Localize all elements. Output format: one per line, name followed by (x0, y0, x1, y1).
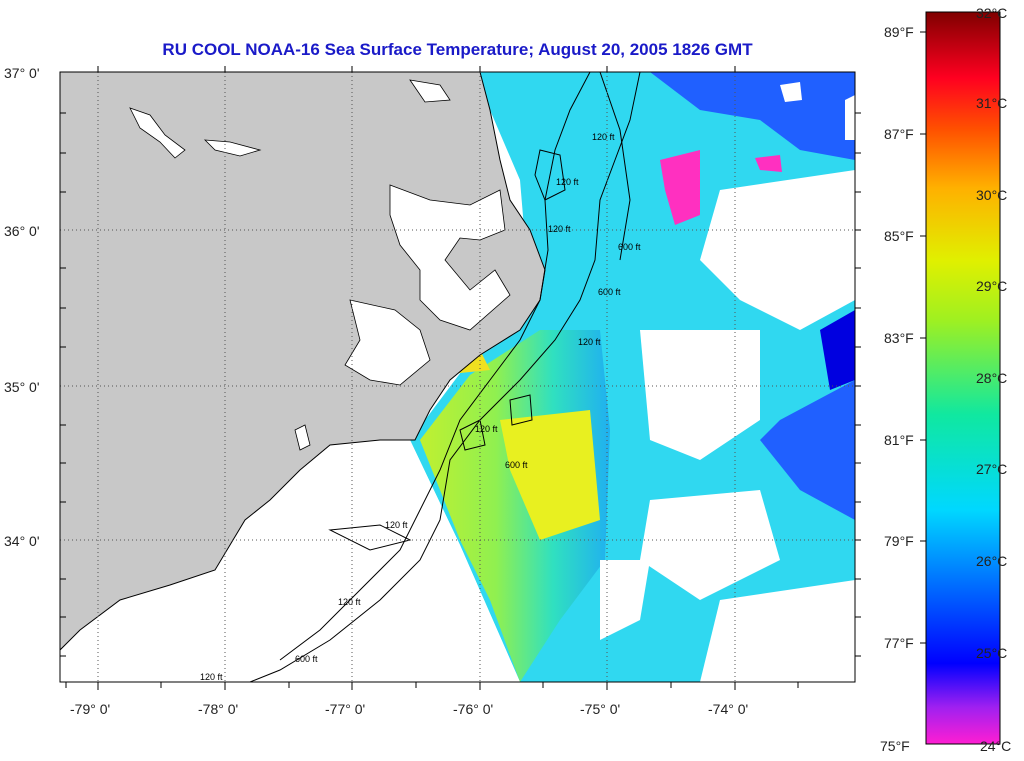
map-border (59, 71, 856, 683)
contour-label: 120 ft (592, 132, 615, 142)
colorbar-c-label: 28°C (976, 370, 1007, 386)
lat-label: 35° 0' (4, 379, 40, 395)
contour-label: 120 ft (578, 337, 601, 347)
contour-labels: 120 ft 120 ft 600 ft 120 ft 600 ft 120 f… (200, 132, 641, 682)
colorbar-f-label: 77°F (884, 635, 914, 651)
graticule (60, 72, 855, 682)
contour-label: 120 ft (548, 224, 571, 234)
lon-label: -74° 0' (708, 701, 748, 717)
colorbar-c-label: 29°C (976, 278, 1007, 294)
contour-label: 120 ft (556, 177, 579, 187)
lon-label: -79° 0' (70, 701, 110, 717)
lon-label: -75° 0' (580, 701, 620, 717)
colorbar-gradient (926, 12, 1000, 744)
contour-label: 600 ft (598, 287, 621, 297)
lat-label: 37° 0' (4, 65, 40, 81)
longitude-labels: -79° 0' -78° 0' -77° 0' -76° 0' -75° 0' … (70, 701, 748, 717)
colorbar-c-label: 30°C (976, 187, 1007, 203)
colorbar-ticks (920, 31, 926, 644)
colorbar-c-label: 32°C (976, 5, 1007, 21)
sounds (129, 79, 511, 451)
colorbar-f-label: 75°F (880, 738, 910, 754)
colorbar: 89°F 87°F 85°F 83°F 81°F 79°F 77°F 75°F … (880, 5, 1011, 754)
colorbar-c-label: 31°C (976, 95, 1007, 111)
latitude-labels: 37° 0' 36° 0' 35° 0' 34° 0' (4, 65, 40, 549)
colorbar-f-label: 87°F (884, 126, 914, 142)
contour-label: 120 ft (200, 672, 223, 682)
colorbar-c-label: 24°C (980, 738, 1011, 754)
colorbar-c-label: 25°C (976, 645, 1007, 661)
contour-label: 120 ft (475, 424, 498, 434)
map-title: RU COOL NOAA-16 Sea Surface Temperature;… (162, 40, 753, 59)
colorbar-f-label: 85°F (884, 228, 914, 244)
lon-label: -76° 0' (453, 701, 493, 717)
contour-label: 600 ft (295, 654, 318, 664)
tick-marks (60, 66, 861, 690)
lat-label: 34° 0' (4, 533, 40, 549)
colorbar-border (925, 11, 1001, 745)
colorbar-f-label: 81°F (884, 432, 914, 448)
colorbar-f-label: 89°F (884, 24, 914, 40)
colorbar-f-label: 83°F (884, 330, 914, 346)
contour-label: 600 ft (505, 460, 528, 470)
lon-label: -78° 0' (198, 701, 238, 717)
colorbar-c-label: 26°C (976, 553, 1007, 569)
colorbar-f-label: 79°F (884, 533, 914, 549)
colorbar-c-label: 27°C (976, 461, 1007, 477)
contour-label: 600 ft (618, 242, 641, 252)
contour-label: 120 ft (385, 520, 408, 530)
lon-label: -77° 0' (325, 701, 365, 717)
no-data-region (60, 440, 520, 682)
contour-label: 120 ft (338, 597, 361, 607)
lat-label: 36° 0' (4, 223, 40, 239)
